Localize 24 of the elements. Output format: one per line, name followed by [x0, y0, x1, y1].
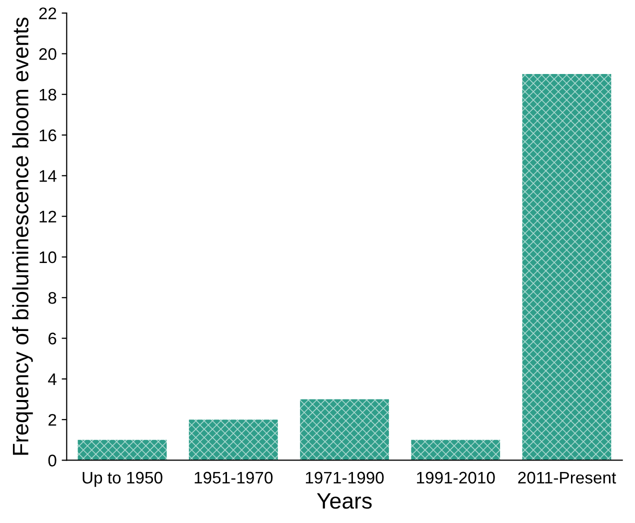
- x-tick-label: 1991-2010: [417, 472, 495, 484]
- bar: [78, 440, 167, 460]
- bar: [522, 74, 612, 460]
- x-tick-label: 1951-1970: [194, 472, 273, 484]
- y-tick-label: 6: [48, 332, 56, 344]
- y-tick-label: 2: [48, 414, 56, 426]
- y-tick-label: 14: [40, 170, 56, 182]
- y-tick-label: 8: [48, 292, 56, 304]
- y-tick-label: 10: [40, 251, 56, 264]
- y-tick-label: 22: [39, 7, 56, 20]
- bar: [411, 440, 500, 460]
- y-tick-label: 4: [48, 374, 56, 385]
- bar: [188, 420, 278, 460]
- bar: [300, 399, 389, 460]
- y-tick-label: 0: [48, 454, 56, 466]
- x-tick-label: Up to 1950: [82, 472, 162, 487]
- y-tick-label: 12: [40, 210, 56, 222]
- y-tick-label: 16: [40, 129, 56, 142]
- y-axis-title: Frequency of bioluminescence bloom events: [12, 18, 33, 455]
- y-tick-label: 20: [39, 48, 56, 60]
- x-axis-title: Years: [316, 493, 372, 509]
- x-tick-label: 1971-1990: [306, 472, 384, 484]
- y-tick-label: 18: [40, 88, 56, 101]
- x-tick-label: 2011-Present: [518, 472, 616, 484]
